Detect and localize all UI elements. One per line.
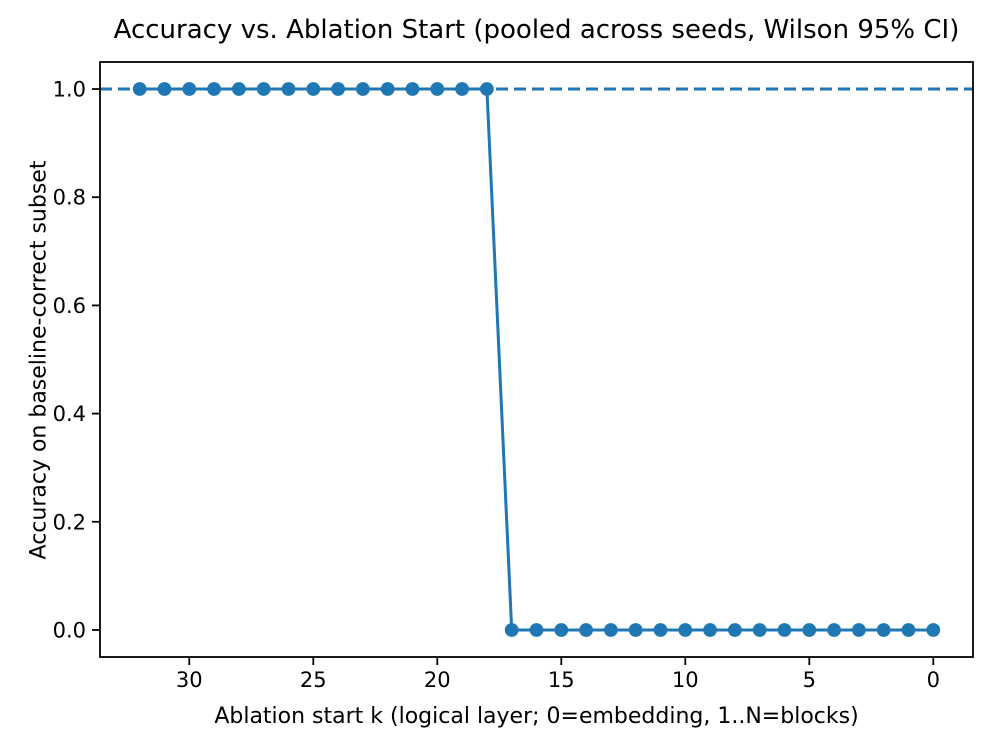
x-tick-label: 5: [803, 668, 816, 692]
y-tick-label: 0.8: [53, 186, 86, 210]
x-tick-label: 20: [424, 668, 451, 692]
x-tick-label: 25: [300, 668, 327, 692]
data-point-marker: [281, 82, 296, 96]
data-point-marker: [579, 623, 593, 637]
data-point-marker: [331, 82, 345, 96]
chart-title: Accuracy vs. Ablation Start (pooled acro…: [113, 15, 960, 45]
x-tick-label: 30: [176, 668, 203, 692]
data-point-marker: [678, 623, 693, 637]
data-point-marker: [132, 82, 147, 96]
data-point-marker: [777, 623, 792, 637]
data-point-marker: [380, 82, 395, 96]
data-point-marker: [628, 623, 643, 637]
data-point-marker: [356, 82, 370, 96]
y-tick-label: 1.0: [53, 78, 86, 102]
data-point-marker: [752, 623, 767, 637]
y-tick-label: 0.0: [53, 618, 86, 642]
data-point-marker: [901, 623, 916, 637]
data-point-marker: [926, 623, 941, 637]
accuracy-line: [138, 87, 935, 632]
data-point-marker: [703, 623, 717, 637]
data-point-marker: [232, 82, 246, 96]
data-point-marker: [430, 82, 445, 96]
x-tick-label: 0: [927, 668, 940, 692]
data-point-marker: [256, 82, 271, 96]
y-tick-label: 0.6: [53, 294, 86, 318]
plot-border: [99, 61, 974, 658]
data-point-marker: [306, 82, 321, 96]
data-point-marker: [207, 82, 222, 96]
data-point-marker: [827, 623, 841, 637]
data-point-marker: [405, 82, 420, 96]
y-axis-label: Accuracy on baseline-correct subset: [26, 160, 52, 560]
data-point-marker: [852, 623, 866, 637]
data-point-marker: [604, 623, 618, 637]
data-point-marker: [728, 623, 742, 637]
data-point-marker: [182, 82, 197, 96]
data-point-marker: [529, 623, 544, 637]
data-point-marker: [455, 82, 469, 96]
x-tick-label: 10: [672, 668, 699, 692]
data-point-marker: [504, 623, 519, 637]
data-point-marker: [653, 623, 668, 637]
data-point-marker: [876, 623, 891, 637]
x-tick-label: 15: [548, 668, 575, 692]
y-tick-label: 0.2: [53, 510, 86, 534]
data-point-marker: [802, 623, 817, 637]
data-point-marker: [157, 82, 172, 96]
x-axis-label: Ablation start k (logical layer; 0=embed…: [214, 704, 859, 729]
y-tick-label: 0.4: [53, 402, 86, 426]
data-point-marker: [480, 82, 494, 96]
data-point-marker: [554, 623, 569, 637]
